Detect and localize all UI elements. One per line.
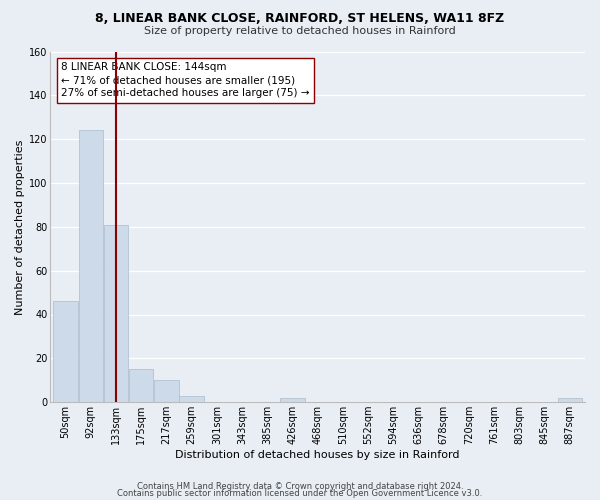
Bar [154, 380, 179, 402]
Y-axis label: Number of detached properties: Number of detached properties [15, 139, 25, 314]
Bar [557, 398, 582, 402]
Bar [104, 224, 128, 402]
Bar [129, 370, 154, 402]
Text: 8 LINEAR BANK CLOSE: 144sqm
← 71% of detached houses are smaller (195)
27% of se: 8 LINEAR BANK CLOSE: 144sqm ← 71% of det… [61, 62, 310, 98]
Text: Size of property relative to detached houses in Rainford: Size of property relative to detached ho… [144, 26, 456, 36]
Bar [53, 302, 78, 402]
Bar [280, 398, 305, 402]
X-axis label: Distribution of detached houses by size in Rainford: Distribution of detached houses by size … [175, 450, 460, 460]
Bar [179, 396, 204, 402]
Bar [79, 130, 103, 402]
Text: 8, LINEAR BANK CLOSE, RAINFORD, ST HELENS, WA11 8FZ: 8, LINEAR BANK CLOSE, RAINFORD, ST HELEN… [95, 12, 505, 26]
Text: Contains HM Land Registry data © Crown copyright and database right 2024.: Contains HM Land Registry data © Crown c… [137, 482, 463, 491]
Text: Contains public sector information licensed under the Open Government Licence v3: Contains public sector information licen… [118, 490, 482, 498]
